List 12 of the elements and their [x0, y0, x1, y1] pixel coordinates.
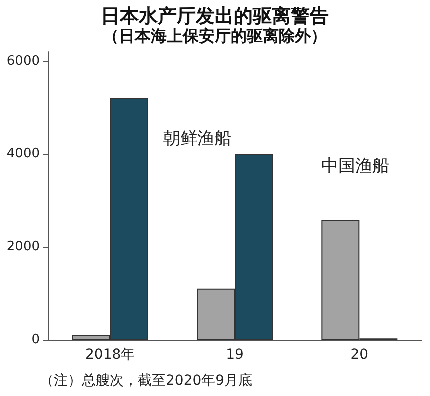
text: 中国渔船	[322, 156, 390, 177]
x-tick-label: 20	[350, 347, 369, 363]
chart-title: 日本水产厅发出的驱离警告	[101, 6, 329, 28]
series-label: 朝鲜渔船	[163, 129, 232, 150]
y-tick-label: 4000	[6, 146, 40, 162]
x-tick-label: 2018年	[86, 347, 136, 363]
x-tick-label: 19	[226, 347, 244, 363]
y-tick-label: 0	[32, 332, 40, 348]
text: （注）总艘次，截至2020年9月底	[40, 373, 253, 389]
y-tick-label: 2000	[6, 240, 40, 255]
y-tick-label: 6000	[6, 54, 40, 69]
chart-subtitle: （日本海上保安厅的驱离除外）	[103, 26, 327, 46]
